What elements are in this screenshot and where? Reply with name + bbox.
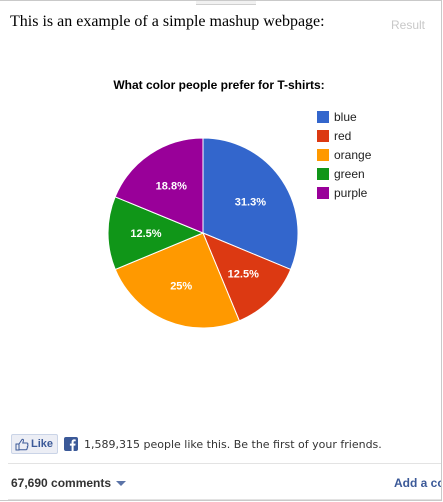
pie-slice-label-green: 12.5% [130, 228, 161, 240]
facebook-like-bar: Like 1,589,315 people like this. Be the … [11, 432, 382, 456]
resize-handle[interactable] [196, 1, 256, 5]
pie-slice-labels: 31.3% 12.5% 25% 12.5% 18.8% [130, 181, 266, 293]
comments-count: 67,690 comments [11, 476, 112, 490]
pie-chart: What color people prefer for T-shirts: 3… [107, 78, 372, 329]
legend-label-orange: orange [334, 148, 372, 162]
divider [8, 463, 441, 464]
legend-swatch-red [317, 130, 329, 142]
legend-label-purple: purple [334, 186, 368, 200]
thumbs-up-icon [15, 438, 29, 450]
pie-slice-red[interactable] [202, 232, 292, 322]
pie-slice-label-orange: 25% [170, 281, 192, 293]
like-button[interactable]: Like [11, 434, 59, 454]
pie-slice-green[interactable] [107, 196, 205, 271]
pie-slices [107, 137, 299, 329]
pie-slice-label-blue: 31.3% [235, 196, 266, 208]
legend-label-red: red [334, 129, 351, 143]
chart-title: What color people prefer for T-shirts: [113, 78, 324, 92]
legend-label-green: green [334, 167, 365, 181]
facebook-logo-icon [64, 437, 79, 451]
divider-bottom [8, 499, 441, 500]
chevron-down-icon [116, 480, 127, 486]
legend-swatch-blue [317, 111, 329, 123]
page-heading: This is an example of a simple mashup we… [10, 13, 325, 30]
add-comment-link[interactable]: Add a co [394, 476, 442, 490]
legend-swatch-orange [317, 149, 329, 161]
pie-slice-label-red: 12.5% [228, 268, 259, 280]
comments-sort-dropdown[interactable]: 67,690 comments [11, 476, 127, 490]
legend-swatch-green [317, 168, 329, 180]
like-button-label: Like [31, 438, 54, 450]
pie-slice-blue[interactable] [202, 137, 299, 271]
pie-slice-purple[interactable] [114, 137, 204, 234]
legend-swatch-purple [317, 187, 329, 199]
result-tab[interactable]: Result [390, 18, 425, 32]
legend-label-blue: blue [334, 110, 357, 124]
like-count-text: 1,589,315 people like this. Be the first… [84, 437, 382, 451]
pie-slice-label-purple: 18.8% [156, 181, 187, 193]
chart-legend: blue red orange green purple [317, 110, 372, 200]
